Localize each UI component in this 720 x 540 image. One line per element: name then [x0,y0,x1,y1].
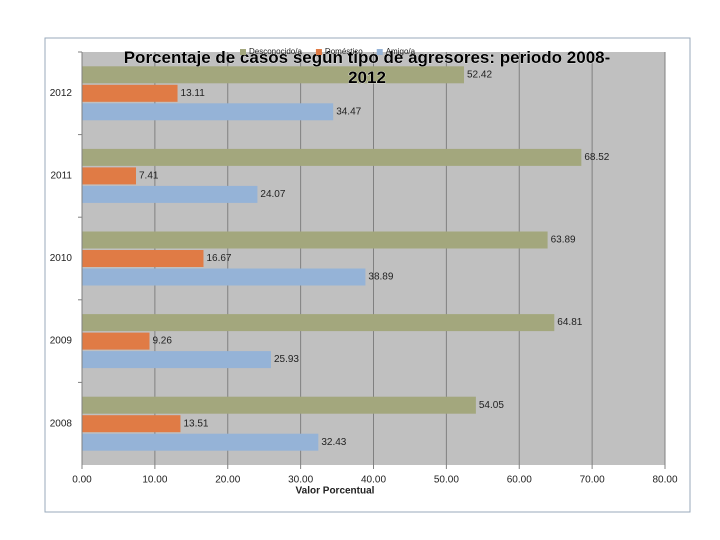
legend-swatch [376,49,383,55]
x-tick-label: 70.00 [580,475,605,486]
value-label: 64.81 [557,317,582,328]
value-label: 16.67 [206,253,231,264]
y-tick-label: 2008 [50,418,73,429]
bar [82,148,582,166]
bar [82,351,271,369]
x-tick-label: 30.00 [288,475,313,486]
value-label: 13.51 [183,418,208,429]
y-tick-label: 2009 [50,336,73,347]
x-tick-label: 20.00 [215,475,240,486]
value-label: 13.11 [181,88,206,99]
y-tick-label: 2010 [50,253,73,264]
chart-frame [44,37,691,513]
bars [82,66,582,451]
value-label: 68.52 [584,152,609,163]
x-tick-label: 10.00 [142,475,167,486]
value-label: 9.26 [152,336,172,347]
bar [82,332,150,350]
x-tick-label: 80.00 [652,475,677,486]
legend-label: Desconocido/a [249,47,302,56]
value-label: 52.42 [467,69,492,80]
bar [82,396,476,414]
bar [82,415,181,433]
legend-swatch [315,49,322,55]
value-label: 7.41 [139,171,159,182]
x-axis-label: Valor Porcentual [296,486,375,497]
bar [82,433,319,451]
bar [82,268,366,286]
value-label: 54.05 [479,400,504,411]
bar [82,103,334,121]
value-label: 24.07 [260,189,285,200]
value-label: 25.93 [274,354,299,365]
bar [82,167,137,185]
y-tick-label: 2011 [50,171,72,182]
y-tick-label: 2012 [50,88,73,99]
legend-swatch [240,49,246,55]
legend-label: Amigo/a [386,47,416,56]
legend-label: Doméstico [325,47,363,56]
value-label: 32.43 [321,437,346,448]
x-tick-label: 50.00 [434,475,459,486]
title-line: 2012 [348,68,386,87]
bar [82,66,465,84]
x-tick-label: 60.00 [507,475,532,486]
bar [82,185,258,203]
x-tick-label: 40.00 [361,475,386,486]
value-label: 63.89 [551,235,576,246]
x-tick-label: 0.00 [72,475,92,486]
value-label: 34.47 [336,106,361,117]
value-label: 38.89 [368,272,393,283]
bar [82,250,204,267]
bar [82,84,178,102]
bar [82,231,548,249]
title-line: Porcentaje de casos según tipo de agreso… [124,48,611,67]
bar [82,314,555,332]
